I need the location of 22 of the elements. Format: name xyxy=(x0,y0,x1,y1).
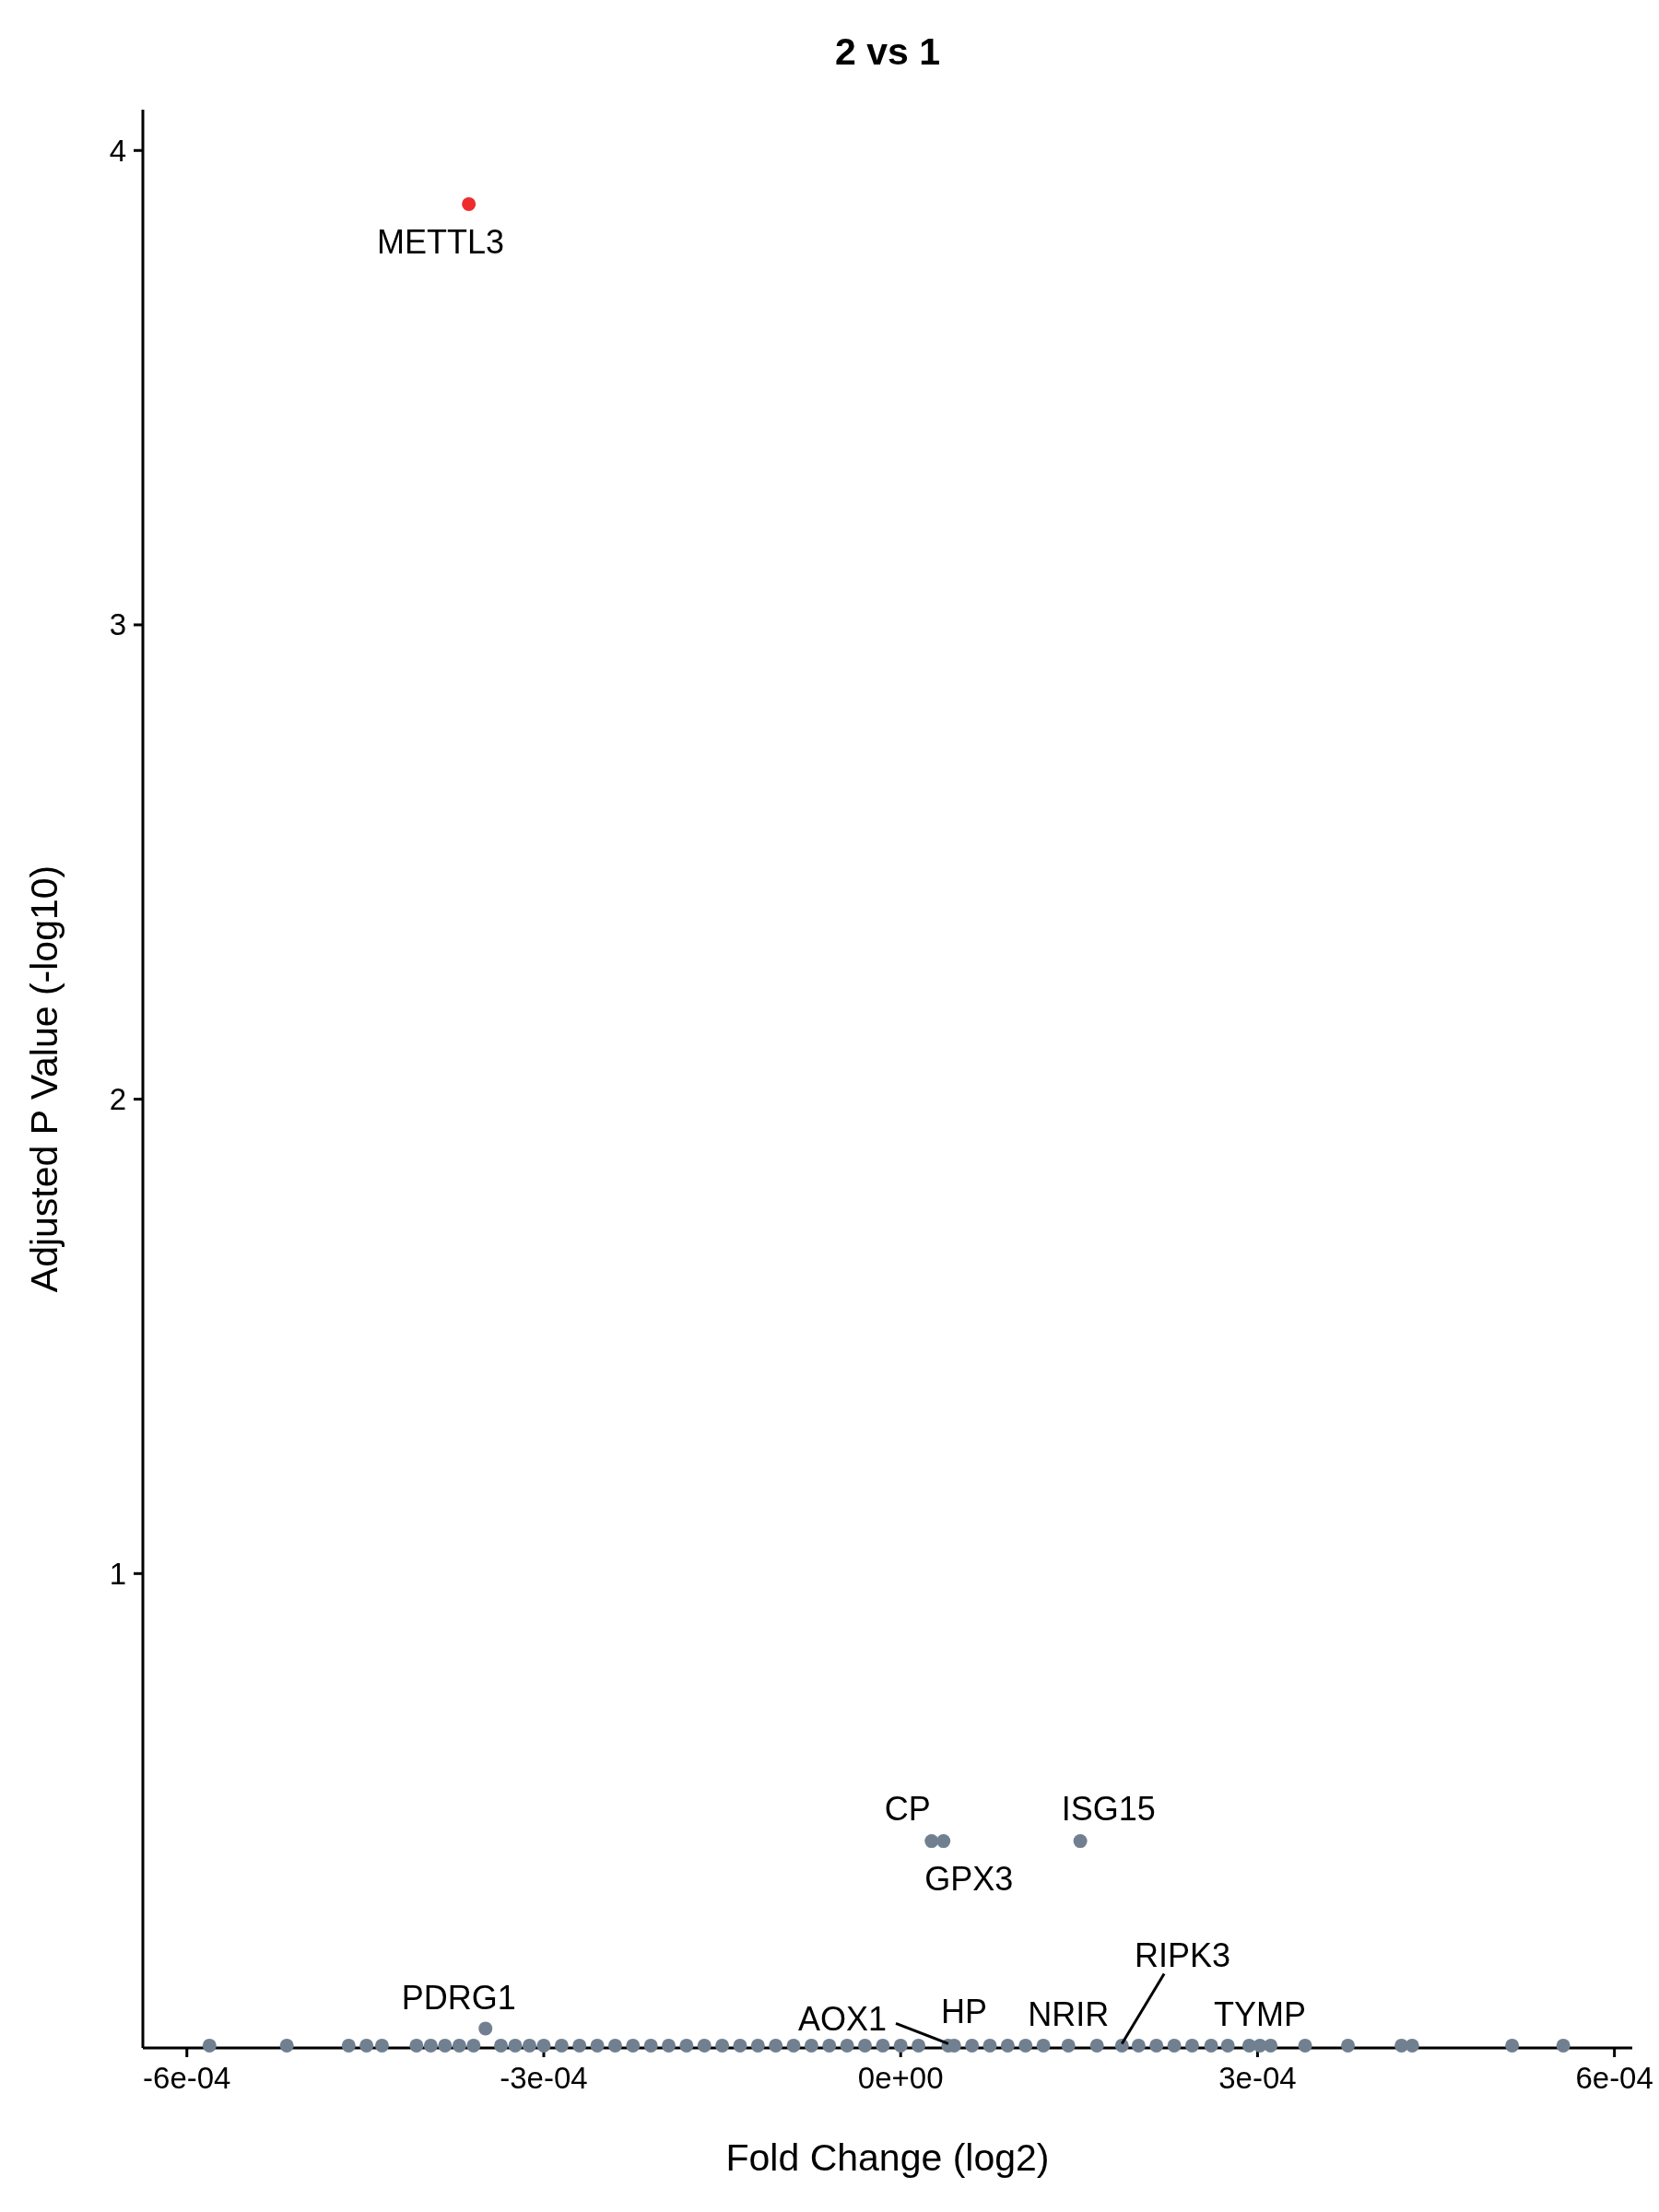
y-tick-label: 3 xyxy=(109,607,126,642)
x-tick-label: 0e+00 xyxy=(857,2061,944,2095)
x-tick-label: 6e-04 xyxy=(1575,2061,1653,2095)
y-tick-label: 2 xyxy=(109,1082,126,1117)
annotation: METTL3 xyxy=(377,223,505,262)
x-tick-label: -3e-04 xyxy=(500,2061,588,2095)
x-tick-label: -6e-04 xyxy=(143,2061,231,2095)
annotation: CP xyxy=(884,1789,931,1828)
annotation: TYMP xyxy=(1213,1995,1307,2034)
x-axis-title: Fold Change (log2) xyxy=(725,2136,1050,2179)
y-axis-title: Adjusted P Value (-log10) xyxy=(23,865,65,1293)
annotation: ISG15 xyxy=(1061,1789,1156,1828)
annotation: HP xyxy=(940,1993,987,2031)
annotation: AOX1 xyxy=(798,1999,888,2038)
annotation: RIPK3 xyxy=(1135,1936,1231,1974)
annotation: PDRG1 xyxy=(401,1978,516,2017)
annotation: GPX3 xyxy=(924,1860,1014,1899)
y-tick-label: 1 xyxy=(109,1556,126,1591)
chart-title: 2 vs 1 xyxy=(835,30,940,73)
x-tick-label: 3e-04 xyxy=(1218,2061,1297,2095)
y-tick-label: 4 xyxy=(109,133,126,168)
annotation: NRIR xyxy=(1028,1995,1110,2034)
